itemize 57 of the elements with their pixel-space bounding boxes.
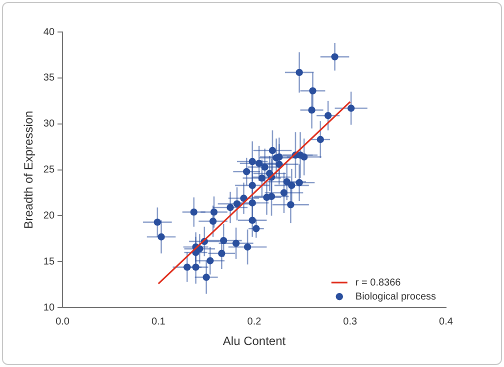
point <box>184 264 191 271</box>
point <box>244 243 252 251</box>
point <box>233 200 241 208</box>
point <box>220 236 228 244</box>
point <box>190 208 198 216</box>
point <box>288 182 296 190</box>
point <box>232 240 240 247</box>
point <box>154 218 162 226</box>
x-tick-label: 0.4 <box>439 316 454 328</box>
point <box>202 274 210 281</box>
point <box>316 136 324 144</box>
point <box>248 216 256 224</box>
point <box>255 160 263 167</box>
legend-label: r = 0.8366 <box>355 277 402 288</box>
point <box>280 189 288 196</box>
point <box>242 168 250 176</box>
point <box>268 192 276 200</box>
point <box>287 201 294 208</box>
legend-label: Biological process <box>355 291 436 302</box>
point <box>261 163 268 171</box>
y-tick-label: 10 <box>43 302 55 314</box>
point <box>248 199 256 206</box>
point <box>276 153 283 161</box>
point <box>347 104 355 112</box>
point <box>248 158 256 166</box>
y-tick-label: 25 <box>43 164 55 176</box>
point <box>158 233 165 240</box>
point <box>276 160 283 168</box>
x-axis-title: Alu Content <box>222 334 286 348</box>
point <box>308 106 316 114</box>
point <box>296 179 303 186</box>
point <box>268 146 276 154</box>
x-tick-label: 0.3 <box>343 316 358 328</box>
y-tick-label: 20 <box>43 210 55 222</box>
point <box>206 257 214 264</box>
point <box>252 224 260 232</box>
point <box>226 204 234 212</box>
point <box>258 174 266 182</box>
point <box>296 68 303 76</box>
y-axis-title: Breadth of Expression <box>22 110 36 229</box>
point <box>209 218 217 225</box>
point <box>331 53 338 60</box>
point <box>324 112 332 120</box>
y-tick-label: 30 <box>43 118 55 130</box>
point <box>218 250 226 257</box>
y-tick-label: 40 <box>43 26 55 38</box>
x-tick-label: 0.2 <box>247 316 262 328</box>
point <box>192 264 200 271</box>
point <box>210 208 218 216</box>
point <box>283 178 290 186</box>
x-tick-label: 0.0 <box>56 316 70 328</box>
y-tick-label: 35 <box>43 72 55 84</box>
point <box>309 87 316 94</box>
y-tick-label: 15 <box>43 256 55 268</box>
point <box>300 153 308 161</box>
point <box>248 182 256 190</box>
x-tick-label: 0.1 <box>151 316 166 328</box>
